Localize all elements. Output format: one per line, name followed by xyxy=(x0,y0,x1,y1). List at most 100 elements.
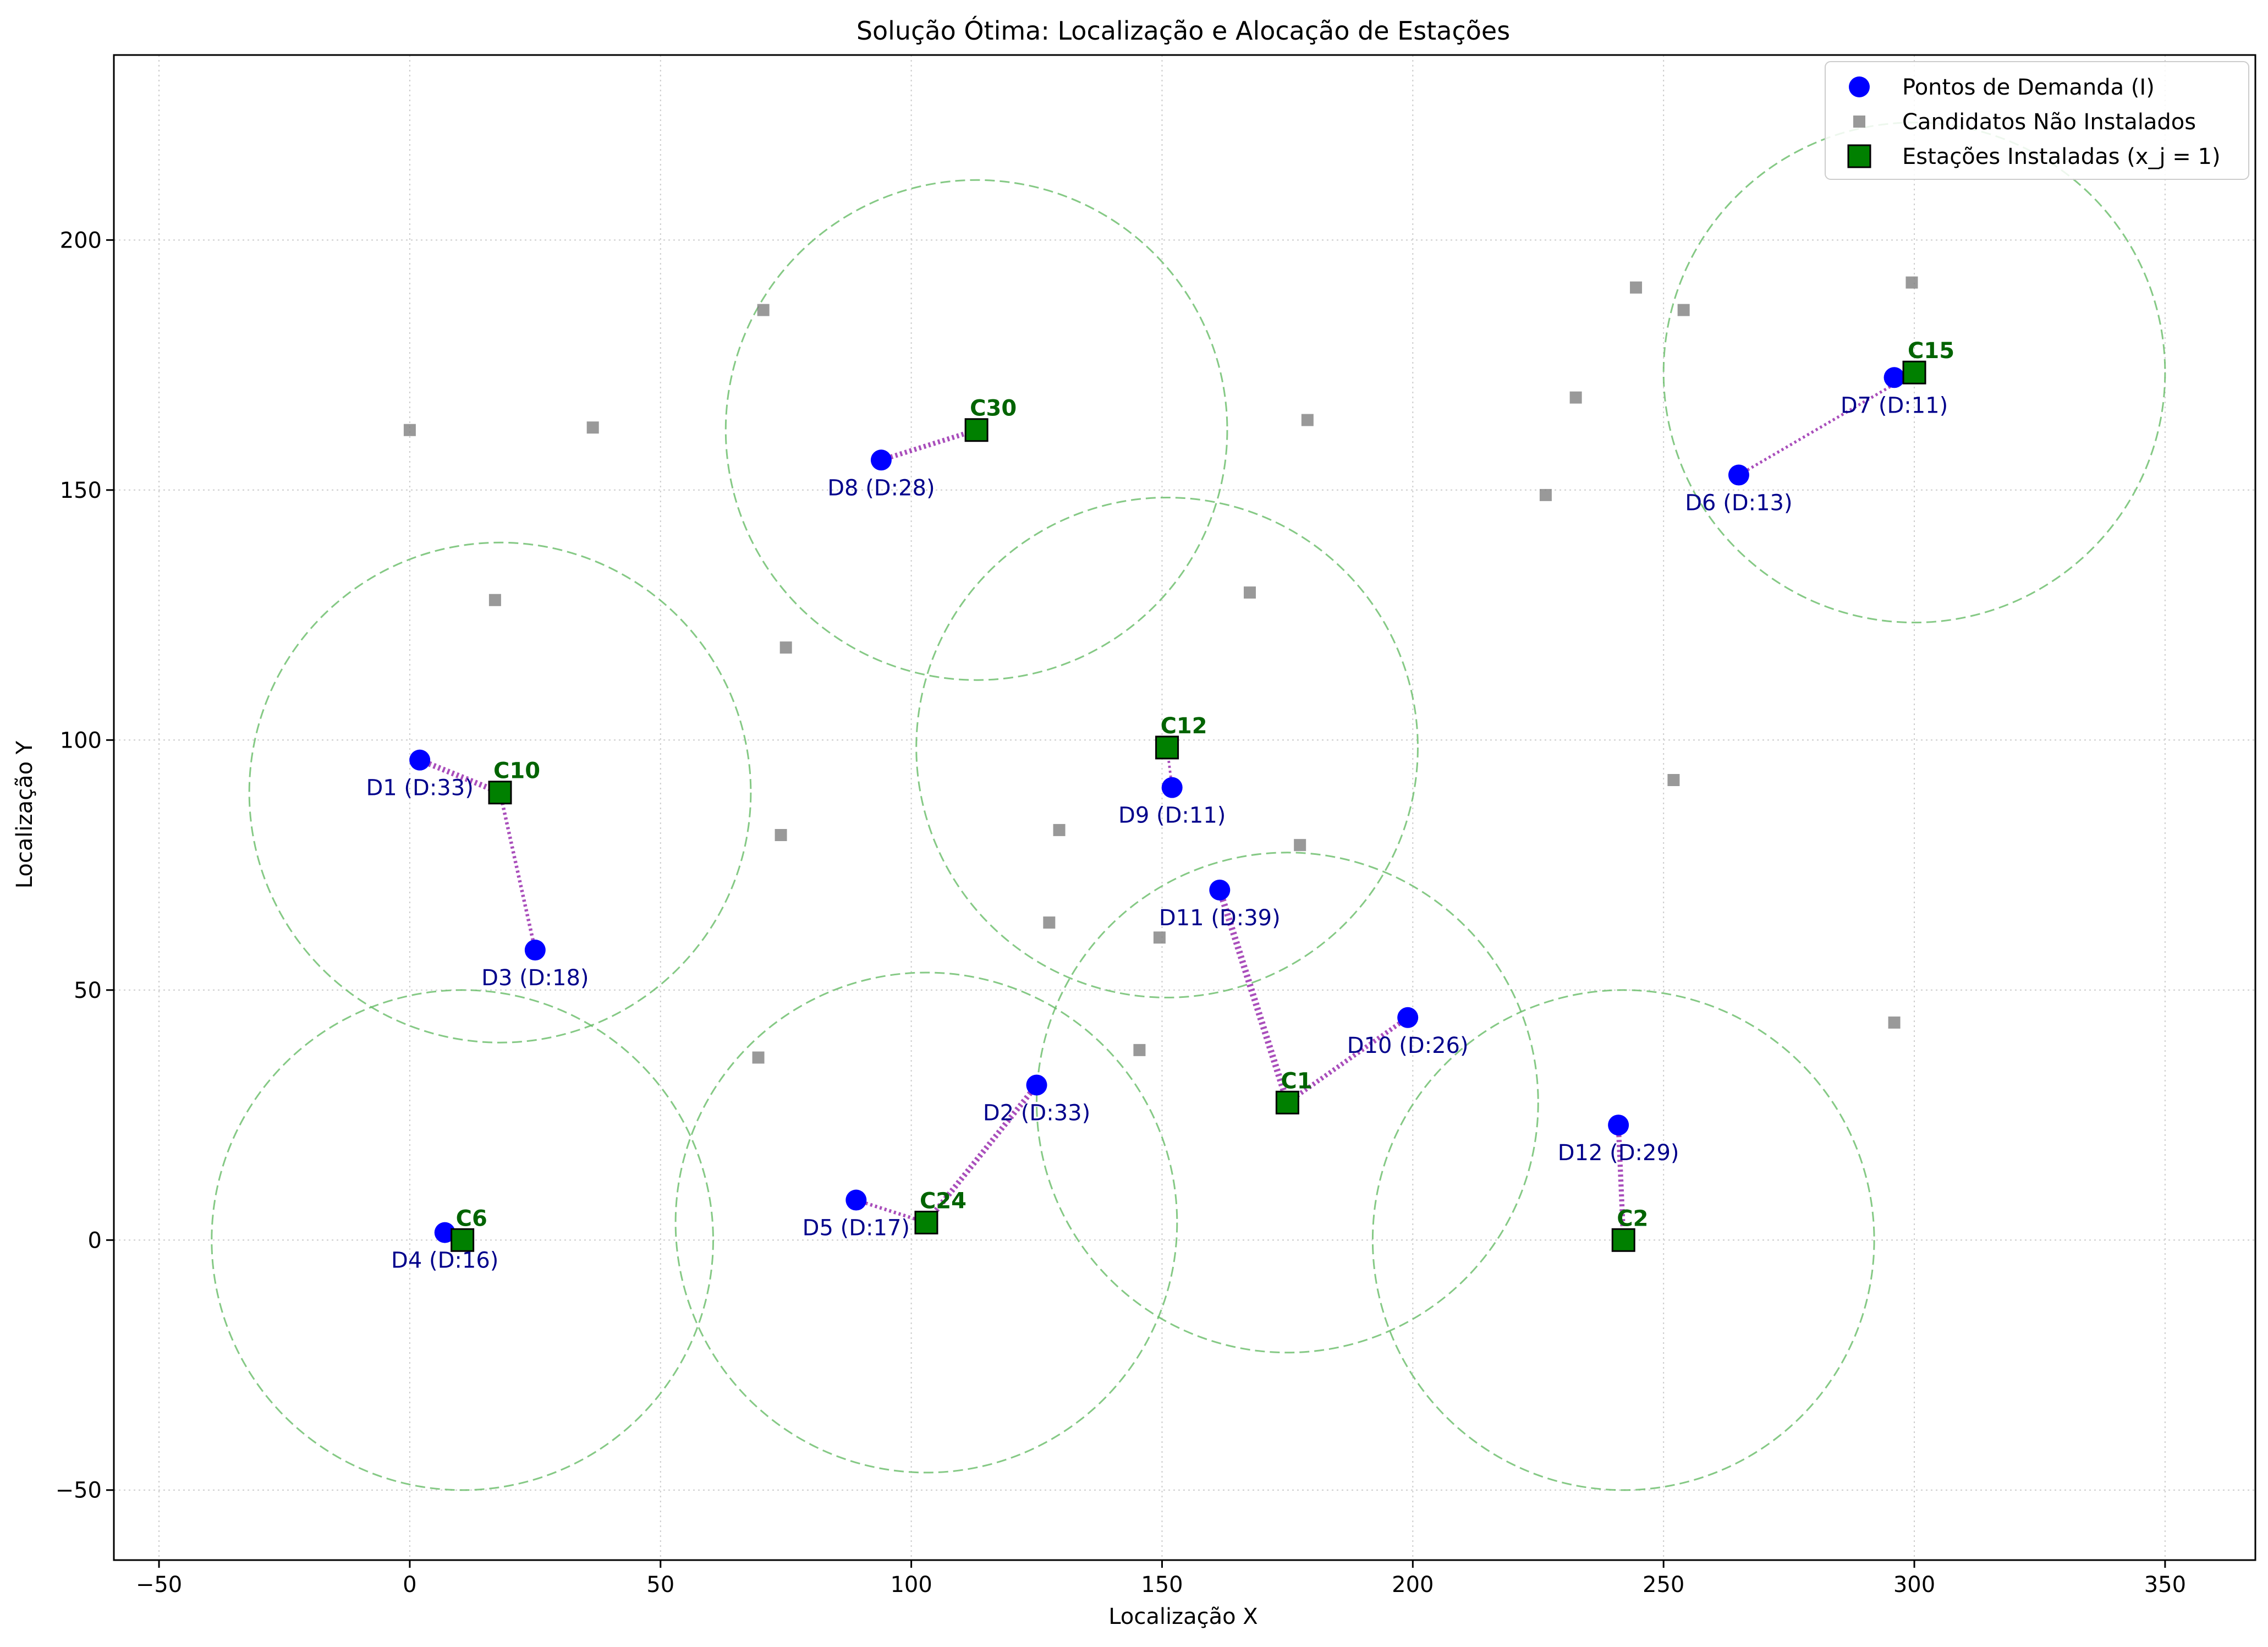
plot-frame xyxy=(113,54,2256,1561)
candidate-marker xyxy=(1888,1016,1901,1029)
candidate-marker xyxy=(1539,488,1552,501)
x-axis-label: Localização X xyxy=(1108,1604,1257,1629)
candidate-marker xyxy=(752,1051,765,1064)
demand-label: D4 (D:16) xyxy=(391,1248,498,1273)
demand-point xyxy=(1397,1007,1419,1028)
station-label: C24 xyxy=(920,1188,966,1214)
legend-label: Candidatos Não Instalados xyxy=(1902,109,2196,135)
candidate-marker xyxy=(1153,931,1166,944)
station-marker xyxy=(1155,735,1179,760)
demand-label: D8 (D:28) xyxy=(827,475,935,501)
coverage-circle xyxy=(248,541,752,1044)
x-tick-label: 300 xyxy=(1893,1572,1935,1597)
x-tick-label: −50 xyxy=(136,1572,182,1597)
candidate-marker xyxy=(488,594,501,606)
candidate-marker xyxy=(1677,304,1690,316)
demand-point xyxy=(524,940,546,961)
demand-label: D2 (D:33) xyxy=(983,1100,1090,1126)
legend-candidate-marker xyxy=(1853,116,1865,128)
coverage-circle xyxy=(1036,852,1539,1354)
x-tick-label: 350 xyxy=(2144,1572,2186,1597)
candidate-marker xyxy=(779,641,792,654)
demand-point xyxy=(1883,367,1905,388)
candidate-marker xyxy=(1905,276,1918,289)
station-marker xyxy=(964,418,989,442)
chart-title: Solução Ótima: Localização e Alocação de… xyxy=(856,16,1510,46)
coverage-circle xyxy=(211,989,714,1491)
y-tick-label: 200 xyxy=(60,228,102,253)
station-marker xyxy=(914,1210,938,1234)
x-tick-label: 100 xyxy=(890,1572,932,1597)
y-axis-label: Localização Y xyxy=(12,740,37,888)
station-label: C6 xyxy=(456,1206,487,1231)
station-marker xyxy=(1275,1090,1299,1115)
candidate-marker xyxy=(1053,824,1066,836)
demand-point xyxy=(1161,777,1183,798)
x-tick-label: 50 xyxy=(646,1572,674,1597)
coverage-circle xyxy=(674,971,1178,1474)
candidate-marker xyxy=(1294,839,1306,852)
y-tick-label: 100 xyxy=(60,728,102,753)
coverage-circle xyxy=(1371,989,1875,1491)
station-label: C10 xyxy=(493,759,540,784)
candidate-marker xyxy=(1043,916,1056,929)
assignment-line xyxy=(498,792,537,951)
demand-label: D3 (D:18) xyxy=(481,965,589,991)
demand-label: D1 (D:33) xyxy=(366,776,473,801)
demand-label: D5 (D:17) xyxy=(803,1216,910,1241)
legend: Pontos de Demanda (I) Candidatos Não Inst… xyxy=(1825,61,2249,180)
coverage-circles xyxy=(211,122,2166,1491)
legend-label: Pontos de Demanda (I) xyxy=(1902,75,2155,100)
assignment-line xyxy=(880,427,978,463)
candidate-marker xyxy=(1244,586,1256,599)
candidate-marker xyxy=(586,421,599,434)
demand-label: D6 (D:13) xyxy=(1685,491,1792,516)
legend-label: Estações Instaladas (x_j = 1) xyxy=(1902,144,2221,169)
y-tick-label: 0 xyxy=(88,1228,102,1253)
candidate-marker xyxy=(1569,391,1582,404)
demand-point xyxy=(1209,879,1231,901)
demand-label: D10 (D:26) xyxy=(1347,1033,1469,1058)
legend-box xyxy=(1825,61,2249,180)
demand-point xyxy=(409,749,431,771)
x-tick-label: 0 xyxy=(403,1572,416,1597)
demand-label: D11 (D:39) xyxy=(1159,905,1281,931)
candidate-marker xyxy=(757,304,770,316)
demand-label: D12 (D:29) xyxy=(1558,1140,1679,1166)
y-tick-label: 50 xyxy=(74,978,102,1003)
station-marker xyxy=(488,781,512,805)
station-label: C12 xyxy=(1161,713,1207,739)
legend-demand-marker xyxy=(1849,76,1870,97)
x-tick-label: 200 xyxy=(1392,1572,1434,1597)
x-tick-label: 150 xyxy=(1141,1572,1183,1597)
coverage-circle xyxy=(915,496,1419,998)
axis-ticks: −50 0 50 100 150 200 250 300 350 −50 0 50 100 150 200 xyxy=(56,228,2186,1597)
demand-markers xyxy=(409,367,1905,1243)
station-markers xyxy=(451,360,1926,1252)
station-label: C30 xyxy=(970,396,1017,421)
demand-point xyxy=(845,1189,867,1211)
demand-point xyxy=(434,1222,455,1243)
station-label: C1 xyxy=(1281,1068,1312,1094)
candidate-marker xyxy=(1301,414,1314,426)
assignment-line xyxy=(1616,1124,1626,1240)
station-marker xyxy=(1611,1228,1635,1252)
demand-point xyxy=(1608,1115,1629,1136)
candidate-marker xyxy=(1667,774,1680,787)
station-label: C15 xyxy=(1908,338,1954,364)
legend-station-marker xyxy=(1847,144,1871,168)
candidate-marker xyxy=(1630,281,1643,294)
demand-point xyxy=(1728,464,1749,486)
candidate-marker xyxy=(403,424,416,436)
coverage-circle xyxy=(724,179,1228,681)
demand-point xyxy=(1026,1074,1047,1096)
point-labels: D1 (D:33) D2 (D:33) D3 (D:18) D4 (D:16) D5 (… xyxy=(366,338,1954,1273)
x-tick-label: 250 xyxy=(1643,1572,1684,1597)
station-marker xyxy=(1902,360,1926,385)
demand-label: D7 (D:11) xyxy=(1841,393,1948,418)
station-label: C2 xyxy=(1617,1206,1648,1231)
station-marker xyxy=(451,1228,475,1252)
